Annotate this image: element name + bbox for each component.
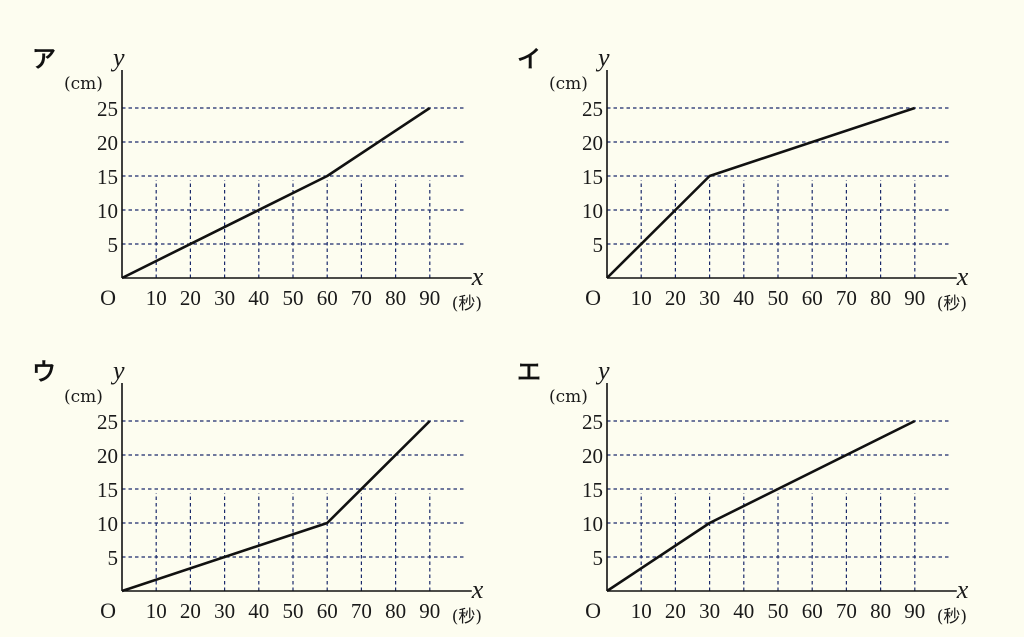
- x-tick-label: 70: [836, 286, 857, 310]
- y-unit-label: (cm): [549, 74, 588, 94]
- y-tick-label: 10: [582, 199, 603, 223]
- x-tick-label: 20: [180, 286, 201, 310]
- x-axis-name: x: [956, 262, 969, 291]
- x-axis-name: x: [471, 262, 484, 291]
- x-tick-label: 20: [180, 599, 201, 623]
- x-tick-label: 80: [870, 599, 891, 623]
- y-unit-label: (cm): [64, 74, 103, 94]
- series-line: [121, 420, 431, 593]
- x-tick-label: 90: [904, 599, 925, 623]
- x-unit-label: (秒): [937, 607, 967, 627]
- y-tick-label: 20: [97, 131, 118, 155]
- x-tick-label: 20: [665, 286, 686, 310]
- x-tick-label: 10: [631, 599, 652, 623]
- x-tick-label: 90: [419, 286, 440, 310]
- y-axis-name: y: [110, 356, 125, 385]
- y-tick-label: 25: [97, 410, 118, 434]
- series-line: [121, 106, 431, 280]
- y-tick-label: 10: [97, 199, 118, 223]
- origin-label: O: [100, 285, 116, 310]
- graph-panel-1: 10 20 30 40 50 60 70 80 90 5 10 15 20 25 Ox y (秒) (cm) ア: [32, 43, 484, 314]
- y-tick-label: 10: [582, 512, 603, 536]
- x-tick-label: 40: [248, 286, 269, 310]
- y-tick-label: 5: [593, 233, 604, 257]
- x-tick-label: 10: [631, 286, 652, 310]
- x-tick-label: 30: [214, 286, 235, 310]
- series-line: [606, 106, 916, 279]
- y-tick-label: 10: [97, 512, 118, 536]
- y-tick-label: 5: [108, 546, 119, 570]
- x-unit-label: (秒): [937, 294, 967, 314]
- x-tick-label: 70: [351, 286, 372, 310]
- y-tick-label: 25: [97, 97, 118, 121]
- x-tick-label: 10: [146, 286, 167, 310]
- y-tick-label: 20: [582, 131, 603, 155]
- x-tick-label: 40: [733, 286, 754, 310]
- x-tick-label: 50: [768, 599, 789, 623]
- x-tick-label: 60: [317, 286, 338, 310]
- x-tick-label: 40: [248, 599, 269, 623]
- y-axis-name: y: [110, 43, 125, 72]
- x-tick-label: 30: [699, 286, 720, 310]
- origin-label: O: [585, 598, 601, 623]
- origin-label: O: [100, 598, 116, 623]
- x-tick-label: 70: [836, 599, 857, 623]
- y-tick-label: 20: [582, 444, 603, 468]
- panel-label: エ: [517, 358, 541, 386]
- graph-panel-3: 10 20 30 40 50 60 70 80 90 5 10 15 20 25 Ox y (秒) (cm) ウ: [32, 356, 484, 627]
- graph-panel-2: 10 20 30 40 50 60 70 80 90 5 10 15 20 25 Ox y (秒) (cm) イ: [517, 43, 969, 314]
- x-tick-label: 90: [419, 599, 440, 623]
- panel-label: ウ: [32, 358, 56, 386]
- origin-label: O: [585, 285, 601, 310]
- x-tick-label: 20: [665, 599, 686, 623]
- y-tick-label: 15: [97, 478, 118, 502]
- x-tick-label: 30: [214, 599, 235, 623]
- y-axis-name: y: [595, 356, 610, 385]
- y-tick-label: 5: [593, 546, 604, 570]
- y-tick-label: 25: [582, 97, 603, 121]
- x-axis-name: x: [471, 575, 484, 604]
- x-axis-name: x: [956, 575, 969, 604]
- x-tick-label: 60: [802, 286, 823, 310]
- y-tick-label: 15: [582, 478, 603, 502]
- x-tick-label: 80: [385, 286, 406, 310]
- x-tick-label: 50: [283, 599, 304, 623]
- x-tick-label: 40: [733, 599, 754, 623]
- x-unit-label: (秒): [452, 607, 482, 627]
- series-line: [606, 419, 916, 593]
- x-tick-label: 70: [351, 599, 372, 623]
- y-axis-name: y: [595, 43, 610, 72]
- y-tick-label: 15: [582, 165, 603, 189]
- x-tick-label: 80: [385, 599, 406, 623]
- x-tick-label: 10: [146, 599, 167, 623]
- y-tick-label: 15: [97, 165, 118, 189]
- panel-label: ア: [32, 45, 56, 73]
- y-unit-label: (cm): [549, 387, 588, 407]
- panel-label: イ: [517, 45, 541, 73]
- x-tick-label: 90: [904, 286, 925, 310]
- y-tick-label: 25: [582, 410, 603, 434]
- x-tick-label: 80: [870, 286, 891, 310]
- x-tick-label: 60: [802, 599, 823, 623]
- x-unit-label: (秒): [452, 294, 482, 314]
- graph-panel-4: 10 20 30 40 50 60 70 80 90 5 10 15 20 25 Ox y (秒) (cm) エ: [517, 356, 969, 627]
- x-tick-label: 60: [317, 599, 338, 623]
- y-unit-label: (cm): [64, 387, 103, 407]
- y-tick-label: 5: [108, 233, 119, 257]
- y-tick-label: 20: [97, 444, 118, 468]
- x-tick-label: 50: [283, 286, 304, 310]
- x-tick-label: 30: [699, 599, 720, 623]
- x-tick-label: 50: [768, 286, 789, 310]
